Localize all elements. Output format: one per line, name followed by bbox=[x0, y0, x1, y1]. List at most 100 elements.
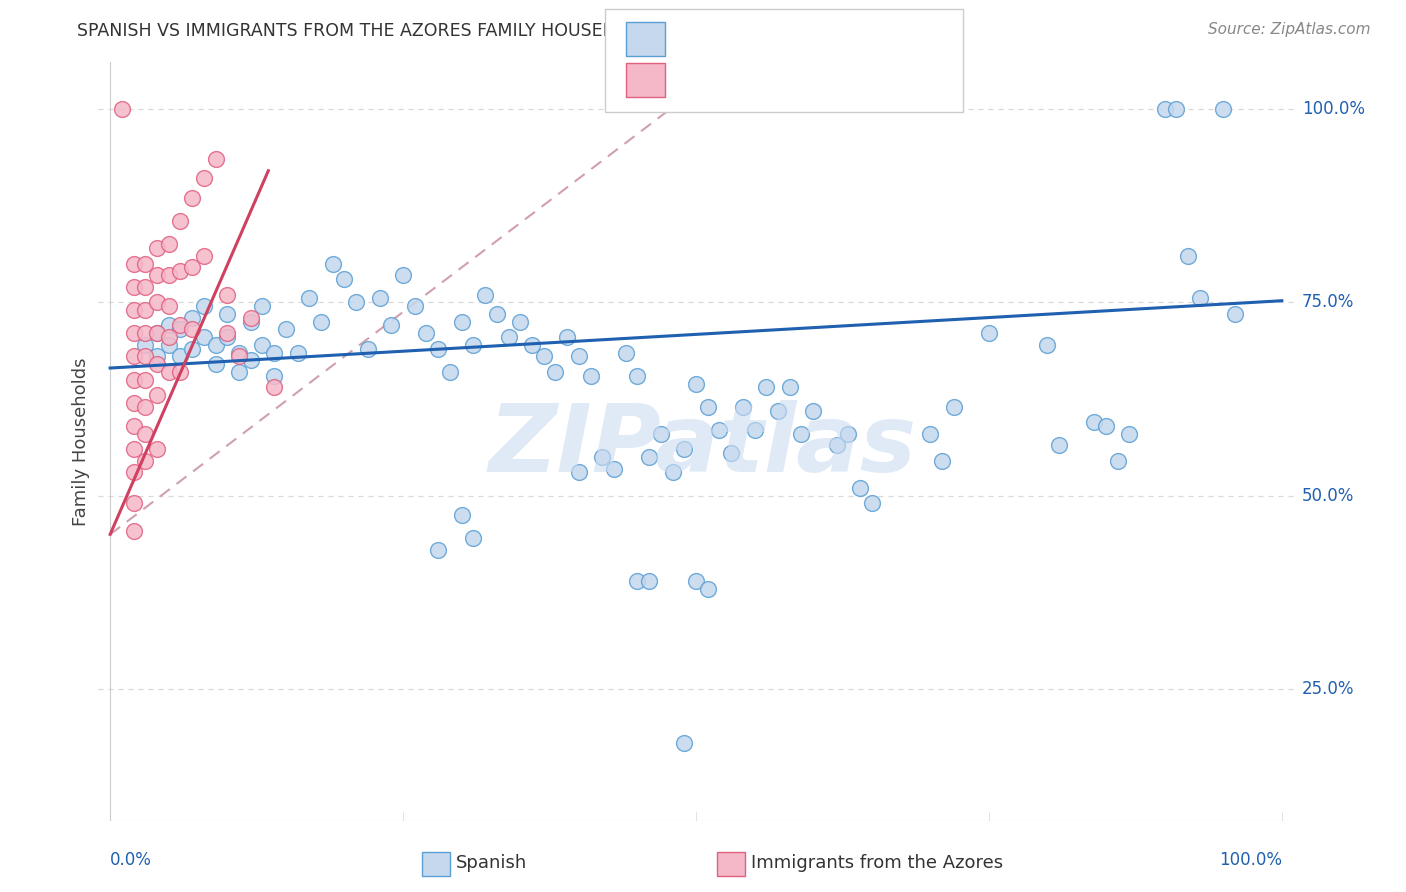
Point bbox=[157, 318, 180, 333]
Point bbox=[169, 322, 191, 336]
Point bbox=[239, 353, 262, 368]
Text: 100.0%: 100.0% bbox=[1219, 851, 1282, 869]
Y-axis label: Family Households: Family Households bbox=[72, 358, 90, 525]
Point bbox=[169, 365, 191, 379]
Point bbox=[134, 257, 156, 271]
Text: 100.0%: 100.0% bbox=[1302, 100, 1365, 118]
Text: ZIPatlas: ZIPatlas bbox=[489, 400, 917, 492]
Point bbox=[134, 303, 156, 318]
Point bbox=[134, 400, 156, 414]
Point bbox=[193, 330, 215, 344]
Point bbox=[709, 423, 731, 437]
Point bbox=[685, 376, 707, 391]
Point bbox=[626, 574, 648, 588]
Point bbox=[252, 338, 274, 352]
Point bbox=[942, 400, 965, 414]
Point bbox=[122, 396, 145, 410]
Point bbox=[193, 171, 215, 186]
Text: 0.0%: 0.0% bbox=[110, 851, 152, 869]
Point bbox=[755, 380, 778, 394]
Point bbox=[603, 461, 626, 475]
Point bbox=[146, 357, 169, 371]
Point bbox=[344, 295, 367, 310]
Point bbox=[309, 315, 332, 329]
Point bbox=[157, 330, 180, 344]
Point bbox=[217, 326, 239, 341]
Point bbox=[122, 257, 145, 271]
Point bbox=[122, 350, 145, 364]
Point bbox=[579, 368, 602, 383]
Point bbox=[181, 310, 204, 325]
Point bbox=[626, 368, 648, 383]
Text: R = 0.149   N = 95: R = 0.149 N = 95 bbox=[679, 29, 872, 49]
Point bbox=[274, 322, 297, 336]
Text: 50.0%: 50.0% bbox=[1302, 487, 1354, 505]
Point bbox=[122, 326, 145, 341]
Point bbox=[134, 326, 156, 341]
Text: SPANISH VS IMMIGRANTS FROM THE AZORES FAMILY HOUSEHOLDS CORRELATION CHART: SPANISH VS IMMIGRANTS FROM THE AZORES FA… bbox=[77, 22, 858, 40]
Point bbox=[181, 322, 204, 336]
Point bbox=[744, 423, 766, 437]
Point bbox=[287, 345, 309, 359]
Point bbox=[731, 400, 754, 414]
Point bbox=[825, 438, 848, 452]
Point bbox=[931, 454, 953, 468]
Point bbox=[837, 426, 859, 441]
Point bbox=[146, 442, 169, 457]
Point bbox=[673, 736, 696, 750]
Point bbox=[555, 330, 578, 344]
Point bbox=[181, 260, 204, 275]
Point bbox=[509, 315, 531, 329]
Point bbox=[427, 342, 450, 356]
Point bbox=[463, 338, 485, 352]
Point bbox=[134, 373, 156, 387]
Point bbox=[450, 508, 472, 522]
Point bbox=[157, 338, 180, 352]
Point bbox=[134, 454, 156, 468]
Point bbox=[766, 403, 789, 417]
Point bbox=[357, 342, 380, 356]
Point bbox=[157, 299, 180, 313]
Point bbox=[685, 574, 707, 588]
Text: Source: ZipAtlas.com: Source: ZipAtlas.com bbox=[1208, 22, 1371, 37]
Point bbox=[193, 249, 215, 263]
Point bbox=[157, 268, 180, 283]
Point bbox=[638, 574, 661, 588]
Point bbox=[661, 466, 683, 480]
Point bbox=[544, 365, 567, 379]
Point bbox=[474, 287, 496, 301]
Point bbox=[146, 350, 169, 364]
Point bbox=[1212, 102, 1234, 116]
Point bbox=[860, 496, 883, 510]
Point bbox=[1036, 338, 1059, 352]
Point bbox=[204, 152, 226, 166]
Point bbox=[638, 450, 661, 464]
Point bbox=[146, 326, 169, 341]
Point bbox=[134, 350, 156, 364]
Point bbox=[122, 280, 145, 294]
Point bbox=[134, 426, 156, 441]
Point bbox=[134, 338, 156, 352]
Point bbox=[169, 264, 191, 278]
Point bbox=[217, 307, 239, 321]
Point bbox=[263, 368, 285, 383]
Point bbox=[146, 326, 169, 341]
Point bbox=[217, 330, 239, 344]
Point bbox=[790, 426, 813, 441]
Point bbox=[181, 191, 204, 205]
Point bbox=[1095, 419, 1118, 434]
Point bbox=[485, 307, 508, 321]
Point bbox=[239, 315, 262, 329]
Point bbox=[204, 357, 226, 371]
Point bbox=[368, 292, 391, 306]
Text: Spanish: Spanish bbox=[456, 855, 527, 872]
Point bbox=[263, 345, 285, 359]
Point bbox=[591, 450, 613, 464]
Point bbox=[134, 280, 156, 294]
Point bbox=[169, 214, 191, 228]
Point bbox=[720, 446, 742, 460]
Point bbox=[849, 481, 872, 495]
Point bbox=[146, 241, 169, 255]
Point bbox=[204, 338, 226, 352]
Point bbox=[157, 237, 180, 252]
